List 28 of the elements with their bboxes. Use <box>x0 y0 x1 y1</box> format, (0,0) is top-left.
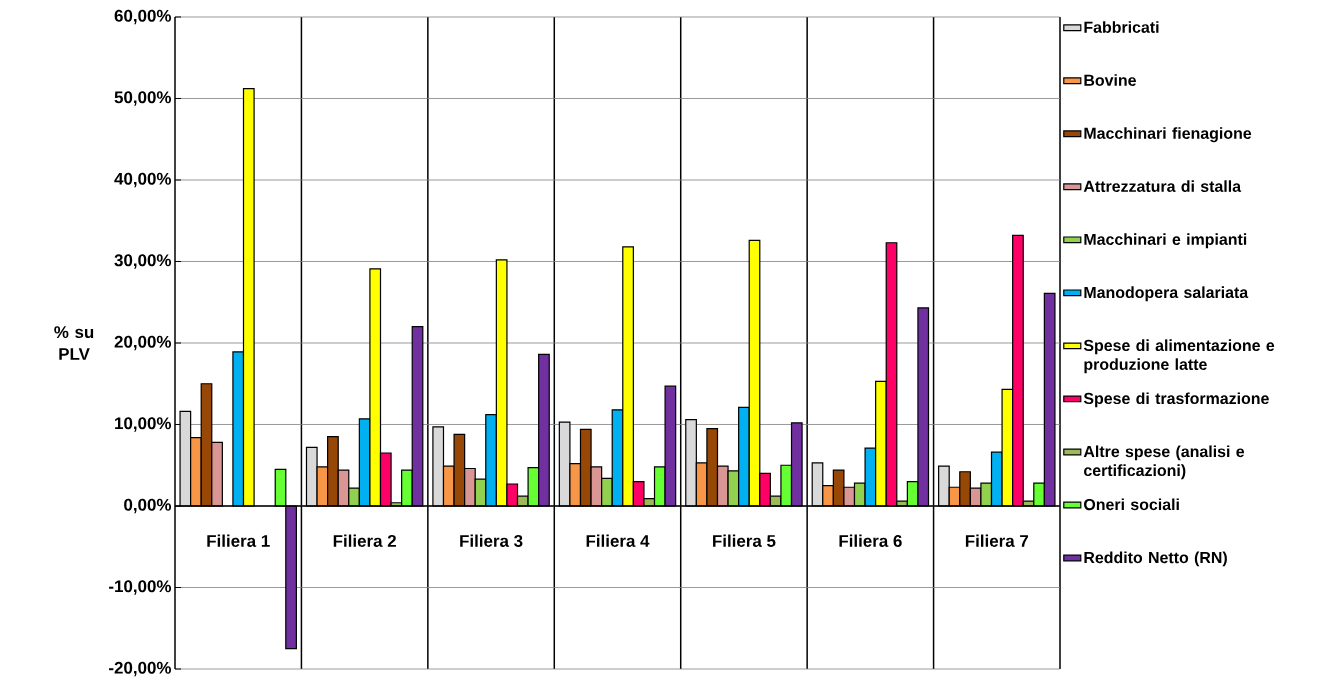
y-tick-label: 60,00% <box>114 9 172 25</box>
y-tick-label: 10,00% <box>115 417 172 432</box>
x-tick-label: Filiera 6 <box>839 534 902 547</box>
y-tick-label: 20,00% <box>114 335 172 351</box>
legend-label: Bovine <box>1084 74 1136 86</box>
y-tick-label: 0,00% <box>124 498 172 514</box>
legend-label: Macchinari e impianti <box>1084 233 1247 249</box>
y-tick-label: 40,00% <box>114 172 172 188</box>
y-tick-label: -10,00% <box>109 580 172 595</box>
legend-label: Fabbricati <box>1084 21 1159 33</box>
legend-label: Macchinari fienagione <box>1084 127 1252 143</box>
legend-label: Reddito Netto (RN) <box>1084 551 1227 567</box>
legend-label: Attrezzatura di stalla <box>1083 180 1242 192</box>
x-tick-label: Filiera 2 <box>333 534 396 547</box>
x-tick-label: Filiera 4 <box>586 534 650 547</box>
y-tick-label: 30,00% <box>114 254 172 269</box>
x-tick-label: Filiera 3 <box>460 534 523 547</box>
legend-label: Spese di trasformazione <box>1083 392 1269 408</box>
x-tick-label: Filiera 1 <box>207 534 270 547</box>
y-axis-title: % su PLV <box>54 326 94 360</box>
y-tick-label: 50,00% <box>114 91 172 106</box>
x-tick-label: Filiera 5 <box>713 534 776 547</box>
legend-label: Oneri sociali <box>1084 498 1179 511</box>
legend-label: Spese di alimentazione e produzione latte <box>1083 339 1275 374</box>
legend-label: Manodopera salariata <box>1084 286 1249 302</box>
x-tick-label: Filiera 7 <box>965 534 1029 547</box>
legend-label: Altre spese (analisi e certificazioni) <box>1083 445 1245 480</box>
y-tick-label: -20,00% <box>109 661 172 677</box>
